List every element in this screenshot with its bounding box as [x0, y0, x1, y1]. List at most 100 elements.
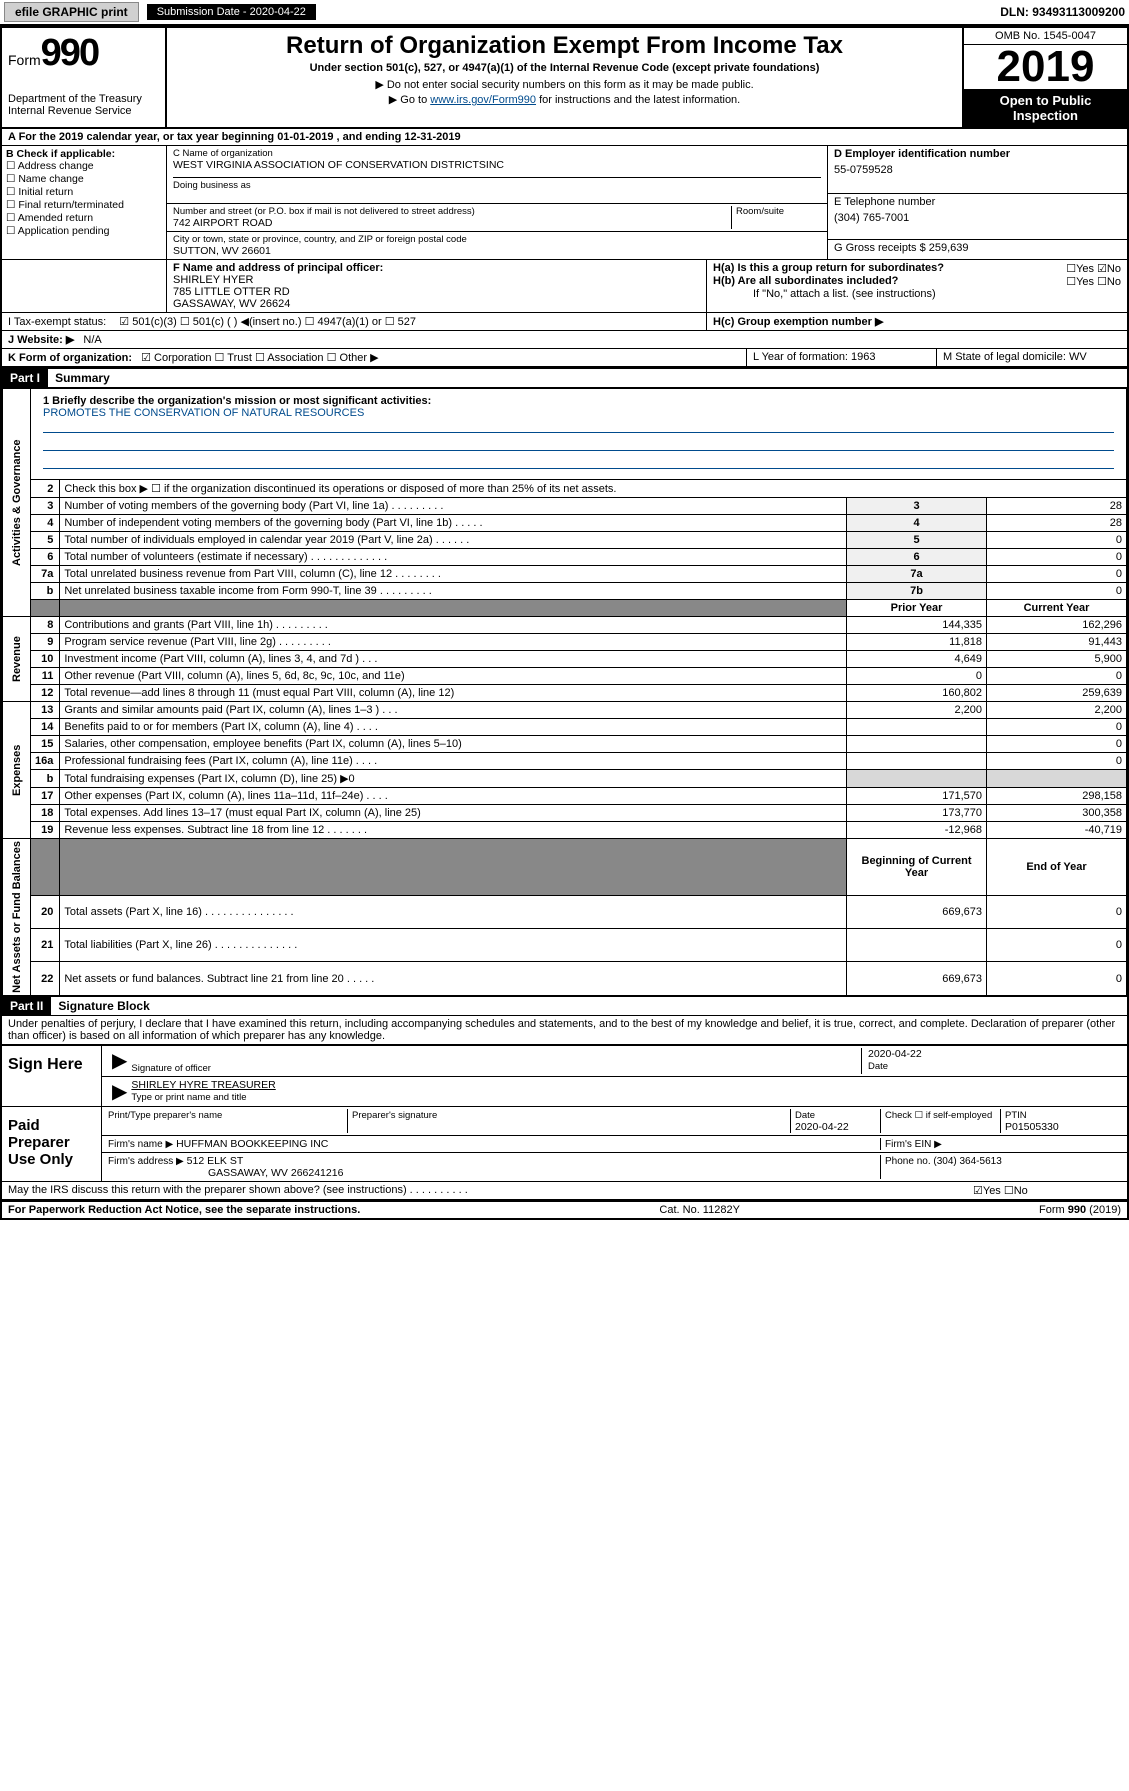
- part-1-badge: Part I: [2, 369, 48, 387]
- line-9-prior: 11,818: [847, 634, 987, 651]
- sig-date: 2020-04-22: [868, 1048, 1121, 1060]
- form-org-options[interactable]: ☑ Corporation ☐ Trust ☐ Association ☐ Ot…: [141, 352, 378, 364]
- footer-row: For Paperwork Reduction Act Notice, see …: [2, 1201, 1127, 1218]
- sig-name-label: Type or print name and title: [131, 1092, 246, 1103]
- dba-label: Doing business as: [173, 177, 821, 191]
- ein-label: D Employer identification number: [834, 148, 1010, 160]
- discuss-text: May the IRS discuss this return with the…: [2, 1182, 967, 1199]
- discuss-row: May the IRS discuss this return with the…: [2, 1182, 1127, 1201]
- prep-date: 2020-04-22: [795, 1121, 849, 1133]
- prep-sig-label: Preparer's signature: [352, 1110, 437, 1121]
- prep-check-label[interactable]: Check ☐ if self-employed: [885, 1110, 992, 1121]
- line-15-prior: [847, 736, 987, 753]
- city-state-zip: SUTTON, WV 26601: [173, 245, 821, 257]
- line-11-curr: 0: [987, 668, 1127, 685]
- chk-name-change[interactable]: ☐ Name change: [6, 173, 162, 185]
- ptin-label: PTIN: [1005, 1110, 1027, 1121]
- part-1-header: Part I Summary: [2, 368, 1127, 388]
- line-3-val: 28: [987, 498, 1127, 515]
- chk-amended-return[interactable]: ☐ Amended return: [6, 212, 162, 224]
- line-9-text: Program service revenue (Part VIII, line…: [60, 634, 847, 651]
- line-11-num: 11: [31, 668, 60, 685]
- line-12-text: Total revenue—add lines 8 through 11 (mu…: [60, 685, 847, 702]
- line-15-num: 15: [31, 736, 60, 753]
- officer-label: F Name and address of principal officer:: [173, 262, 383, 274]
- irs-form990-link[interactable]: www.irs.gov/Form990: [430, 94, 536, 106]
- line-7b-key: 7b: [847, 583, 987, 600]
- part-1-title: Summary: [51, 371, 110, 385]
- tax-exempt-options[interactable]: ☑ 501(c)(3) ☐ 501(c) ( ) ◀(insert no.) ☐…: [119, 316, 416, 328]
- line-19-prior: -12,968: [847, 822, 987, 839]
- line-4-val: 28: [987, 515, 1127, 532]
- note2-pre: ▶ Go to: [389, 94, 430, 106]
- street-address: 742 AIRPORT ROAD: [173, 217, 731, 229]
- firm-addr-label: Firm's address ▶: [108, 1156, 184, 1167]
- side-label-revenue: Revenue: [3, 617, 31, 702]
- form-org-label: K Form of organization:: [8, 352, 132, 364]
- row-f-h: F Name and address of principal officer:…: [2, 260, 1127, 313]
- tax-exempt-label: I Tax-exempt status:: [8, 316, 106, 328]
- org-name: WEST VIRGINIA ASSOCIATION OF CONSERVATIO…: [173, 159, 821, 171]
- line-4-text: Number of independent voting members of …: [60, 515, 847, 532]
- line-3-key: 3: [847, 498, 987, 515]
- officer-addr1: 785 LITTLE OTTER RD: [173, 286, 290, 298]
- sig-name: SHIRLEY HYRE TREASURER: [131, 1079, 1121, 1091]
- col-d-e-g: D Employer identification number 55-0759…: [827, 146, 1127, 259]
- line-12-prior: 160,802: [847, 685, 987, 702]
- header-right: OMB No. 1545-0047 2019 Open to Public In…: [962, 28, 1127, 127]
- chk-application-pending[interactable]: ☐ Application pending: [6, 225, 162, 237]
- line-7b-text: Net unrelated business taxable income fr…: [60, 583, 847, 600]
- line-6-val: 0: [987, 549, 1127, 566]
- line-22-curr: 0: [987, 962, 1127, 995]
- phone-value: (304) 765-7001: [834, 212, 1121, 224]
- line-12-curr: 259,639: [987, 685, 1127, 702]
- ha-value[interactable]: ☐Yes ☑No: [1066, 262, 1121, 275]
- hb-value[interactable]: ☐Yes ☐No: [1066, 275, 1121, 288]
- arrow-icon: ▶: [108, 1079, 131, 1104]
- line-10-text: Investment income (Part VIII, column (A)…: [60, 651, 847, 668]
- line-16a-text: Professional fundraising fees (Part IX, …: [60, 753, 847, 770]
- street-label: Number and street (or P.O. box if mail i…: [173, 206, 731, 217]
- inspect-line2: Inspection: [966, 108, 1125, 123]
- line-22-prior: 669,673: [847, 962, 987, 995]
- line-14-text: Benefits paid to or for members (Part IX…: [60, 719, 847, 736]
- form-title: Return of Organization Exempt From Incom…: [177, 32, 952, 60]
- chk-final-return[interactable]: ☐ Final return/terminated: [6, 199, 162, 211]
- perjury-statement: Under penalties of perjury, I declare th…: [2, 1016, 1127, 1044]
- col-c-name-address: C Name of organization WEST VIRGINIA ASS…: [167, 146, 827, 259]
- open-to-public-badge: Open to Public Inspection: [964, 89, 1127, 127]
- chk-address-change[interactable]: ☐ Address change: [6, 160, 162, 172]
- line-10-prior: 4,649: [847, 651, 987, 668]
- sig-date-label: Date: [868, 1061, 888, 1072]
- row-a-tax-year: A For the 2019 calendar year, or tax yea…: [2, 129, 1127, 146]
- line-21-curr: 0: [987, 929, 1127, 962]
- line-6-num: 6: [31, 549, 60, 566]
- firm-name-label: Firm's name ▶: [108, 1139, 173, 1150]
- website-value: N/A: [83, 334, 101, 346]
- line-5-num: 5: [31, 532, 60, 549]
- ptin-value: P01505330: [1005, 1121, 1059, 1133]
- line-15-curr: 0: [987, 736, 1127, 753]
- efile-print-button[interactable]: efile GRAPHIC print: [4, 2, 139, 22]
- chk-initial-return[interactable]: ☐ Initial return: [6, 186, 162, 198]
- org-name-label: C Name of organization: [173, 148, 821, 159]
- row-j-website: J Website: ▶ N/A: [2, 331, 1127, 349]
- header-title-block: Return of Organization Exempt From Incom…: [167, 28, 962, 127]
- line-18-curr: 300,358: [987, 805, 1127, 822]
- line-18-text: Total expenses. Add lines 13–17 (must eq…: [60, 805, 847, 822]
- line-22-num: 22: [31, 962, 60, 995]
- line-3-text: Number of voting members of the governin…: [60, 498, 847, 515]
- discuss-answer[interactable]: ☑Yes ☐No: [967, 1182, 1127, 1199]
- line-9-num: 9: [31, 634, 60, 651]
- line-14-curr: 0: [987, 719, 1127, 736]
- form-container: Form990 Department of the Treasury Inter…: [0, 26, 1129, 1220]
- col-b-label: B Check if applicable:: [6, 148, 115, 160]
- hb-note: If "No," attach a list. (see instruction…: [713, 288, 1121, 300]
- line-20-num: 20: [31, 895, 60, 928]
- line-11-text: Other revenue (Part VIII, column (A), li…: [60, 668, 847, 685]
- line-14-prior: [847, 719, 987, 736]
- hb-label: H(b) Are all subordinates included?: [713, 275, 898, 287]
- line-16a-num: 16a: [31, 753, 60, 770]
- begin-year-header: Beginning of Current Year: [847, 839, 987, 896]
- prep-name-label: Print/Type preparer's name: [108, 1110, 222, 1121]
